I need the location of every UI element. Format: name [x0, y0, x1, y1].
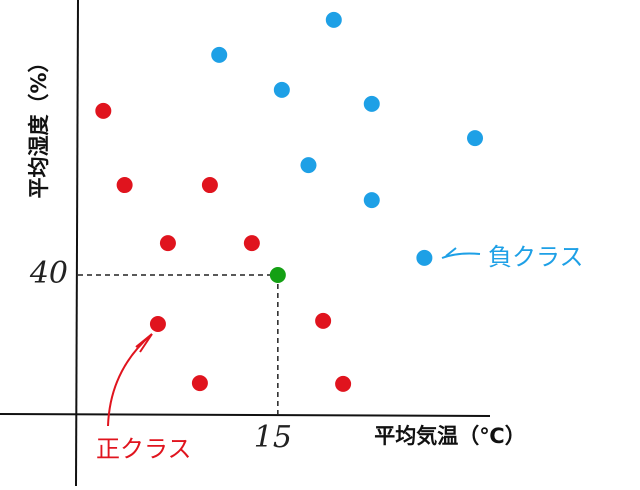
point	[149, 316, 166, 332]
point	[273, 81, 290, 98]
point	[416, 249, 433, 266]
point	[269, 267, 286, 283]
point	[363, 95, 380, 112]
point	[243, 235, 260, 252]
annotation-arrow	[441, 247, 481, 259]
annotation-label: 負クラス	[488, 243, 584, 271]
point	[325, 11, 342, 28]
y-axis-label: 平均湿度（%）	[27, 51, 51, 198]
point	[116, 177, 133, 194]
point	[191, 375, 208, 392]
x-axis-label: 平均気温（℃）	[374, 424, 525, 448]
point	[363, 192, 380, 209]
point	[467, 130, 484, 147]
point	[159, 235, 176, 252]
point	[315, 312, 332, 329]
annotation-label: 正クラス	[96, 435, 192, 463]
y-tick-label: 40	[29, 256, 68, 291]
point	[211, 46, 228, 63]
point	[335, 375, 352, 392]
annotation-arrow	[107, 333, 153, 427]
x-axis	[0, 413, 491, 417]
point	[95, 102, 112, 119]
point	[300, 157, 317, 174]
x-tick-label: 15	[254, 420, 292, 455]
point	[201, 177, 218, 194]
annotation-arrowhead	[135, 333, 153, 353]
y-axis	[75, 0, 79, 487]
